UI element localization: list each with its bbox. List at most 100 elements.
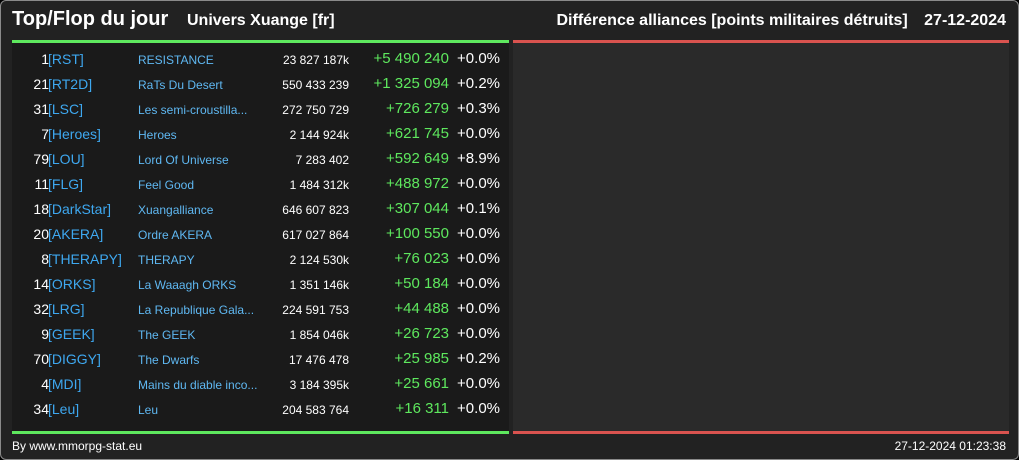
header-date: 27-12-2024 (924, 12, 1006, 29)
points-cell: 1 854 046k (289, 328, 349, 342)
top-panel: 1 [RST] RESISTANCE 23 827 187k +5 490 240 +0.… (12, 43, 509, 431)
rank-cell: 32 (33, 301, 49, 317)
table-row: 8 [THERAPY] THERAPY 2 124 530k +76 023 +0.0% (12, 248, 509, 273)
page-title: Top/Flop du jour (12, 8, 169, 30)
table-row: 31 [LSC] Les semi-croustilla... 272 750 729… (12, 98, 509, 123)
alliance-name-link[interactable]: Heroes (138, 128, 177, 142)
points-cell: 224 591 753 (282, 303, 349, 317)
table-row: 34 [Leu] Leu 204 583 764 +16 311 +0.0% (12, 398, 509, 423)
percent-cell: +0.0% (457, 275, 500, 292)
table-row: 79 [LOU] Lord Of Universe 7 283 402 +592 649… (12, 148, 509, 173)
delta-cell: +5 490 240 (373, 50, 450, 67)
alliance-name-link[interactable]: Feel Good (138, 178, 195, 192)
table-row: 20 [AKERA] Ordre AKERA 617 027 864 +100 550 +… (12, 223, 509, 248)
footer-timestamp: 27-12-2024 01:23:38 (894, 439, 1006, 453)
alliance-name-link[interactable]: La Republique Gala... (138, 303, 255, 317)
alliance-tag-link[interactable]: [GEEK] (48, 326, 95, 342)
rank-cell: 7 (41, 126, 49, 142)
rank-cell: 1 (41, 51, 49, 67)
percent-cell: +0.0% (457, 375, 500, 392)
alliance-tag-link[interactable]: [MDI] (48, 376, 82, 392)
percent-cell: +0.2% (457, 75, 500, 92)
delta-cell: +76 023 (394, 250, 449, 267)
percent-cell: +0.0% (457, 300, 500, 317)
rank-cell: 70 (33, 351, 49, 367)
alliance-tag-link[interactable]: [LRG] (48, 301, 85, 317)
delta-cell: +726 279 (386, 100, 449, 117)
percent-cell: +0.0% (457, 175, 500, 192)
rank-cell: 20 (33, 226, 49, 242)
table-row: 14 [ORKS] La Waaagh ORKS 1 351 146k +50 184 +… (12, 273, 509, 298)
alliance-tag-link[interactable]: [THERAPY] (48, 251, 122, 267)
alliance-name-link[interactable]: The GEEK (138, 328, 196, 342)
table-row: 18 [DarkStar] Xuangalliance 646 607 823 +307… (12, 198, 509, 223)
table-row: 1 [RST] RESISTANCE 23 827 187k +5 490 240 +0.… (12, 48, 509, 73)
alliance-tag-link[interactable]: [FLG] (48, 176, 84, 192)
alliance-name-link[interactable]: THERAPY (138, 253, 195, 267)
alliance-tag-link[interactable]: [RT2D] (48, 76, 93, 92)
table-row: 32 [LRG] La Republique Gala... 224 591 753 +… (12, 298, 509, 323)
alliance-tag-link[interactable]: [RST] (48, 51, 84, 67)
percent-cell: +0.3% (457, 100, 500, 117)
delta-cell: +50 184 (394, 275, 449, 292)
alliance-tag-link[interactable]: [AKERA] (48, 226, 104, 242)
rank-cell: 34 (33, 401, 49, 417)
percent-cell: +8.9% (457, 150, 500, 167)
delta-cell: +488 972 (386, 175, 449, 192)
alliance-tag-link[interactable]: [DarkStar] (48, 201, 112, 217)
alliance-name-link[interactable]: Les semi-croustilla... (138, 103, 248, 117)
flop-title: Différence alliances [points militaires … (556, 12, 908, 29)
alliance-name-link[interactable]: Ordre AKERA (138, 228, 213, 242)
delta-cell: +621 745 (386, 125, 449, 142)
alliance-name-link[interactable]: Mains du diable inco... (138, 378, 258, 392)
alliance-name-link[interactable]: Leu (138, 403, 159, 417)
rank-cell: 8 (41, 251, 49, 267)
right-title: Différence alliances [points militaires … (556, 12, 1006, 30)
delta-cell: +25 661 (394, 375, 449, 392)
universe-label: Univers Xuange [fr] (187, 12, 335, 29)
delta-cell: +25 985 (394, 350, 449, 367)
alliance-name-link[interactable]: RESISTANCE (138, 53, 214, 67)
delta-cell: +44 488 (394, 300, 449, 317)
table-row: 4 [MDI] Mains du diable inco... 3 184 395k +… (12, 373, 509, 398)
points-cell: 272 750 729 (282, 103, 349, 117)
alliance-name-link[interactable]: Xuangalliance (138, 203, 214, 217)
points-cell: 550 433 239 (282, 78, 349, 92)
rank-cell: 18 (33, 201, 49, 217)
top-divider-positive (12, 40, 509, 43)
points-cell: 23 827 187k (282, 53, 349, 67)
points-cell: 617 027 864 (282, 228, 349, 242)
bottom-divider-negative (513, 431, 1009, 434)
delta-cell: +307 044 (386, 200, 449, 217)
alliance-tag-link[interactable]: [DIGGY] (48, 351, 101, 367)
points-cell: 7 283 402 (295, 153, 349, 167)
alliance-tag-link[interactable]: [Leu] (48, 401, 80, 417)
alliance-name-link[interactable]: RaTs Du Desert (138, 78, 223, 92)
delta-cell: +1 325 094 (373, 75, 450, 92)
top-divider-negative (513, 40, 1009, 43)
points-cell: 1 484 312k (289, 178, 349, 192)
points-cell: 2 124 530k (289, 253, 349, 267)
alliance-name-link[interactable]: La Waaagh ORKS (138, 278, 237, 292)
alliance-tag-link[interactable]: [LOU] (48, 151, 85, 167)
points-cell: 17 476 478 (288, 353, 349, 367)
alliance-tag-link[interactable]: [LSC] (48, 101, 84, 117)
alliance-tag-link[interactable]: [Heroes] (48, 126, 101, 142)
delta-cell: +16 311 (395, 400, 449, 417)
table-row: 11 [FLG] Feel Good 1 484 312k +488 972 +0.0% (12, 173, 509, 198)
alliance-name-link[interactable]: The Dwarfs (138, 353, 200, 367)
alliance-tag-link[interactable]: [ORKS] (48, 276, 96, 292)
alliance-name-link[interactable]: Lord Of Universe (138, 153, 229, 167)
rank-cell: 31 (33, 101, 49, 117)
flop-panel (513, 43, 1009, 431)
table-row: 70 [DIGGY] The Dwarfs 17 476 478 +25 985 +0.2… (12, 348, 509, 373)
points-cell: 1 351 146k (289, 278, 349, 292)
rank-cell: 11 (34, 176, 49, 192)
delta-cell: +26 723 (394, 325, 449, 342)
table-row: 9 [GEEK] The GEEK 1 854 046k +26 723 +0.0% (12, 323, 509, 348)
rank-cell: 4 (41, 376, 49, 392)
footer-source[interactable]: By www.mmorpg-stat.eu (12, 439, 143, 453)
points-cell: 646 607 823 (282, 203, 349, 217)
rank-cell: 14 (33, 276, 49, 292)
